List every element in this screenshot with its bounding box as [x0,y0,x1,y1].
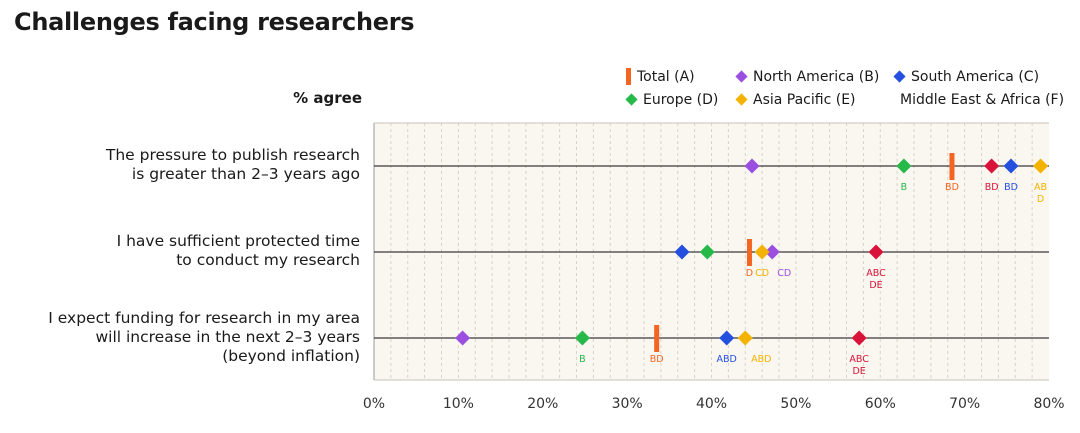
legend-item-mea: Middle East & Africa (F) [890,92,1064,108]
significance-label: BD [650,354,664,365]
x-tick-label: 80% [1033,396,1064,412]
x-tick-label: 40% [696,396,727,412]
significance-label: CD [755,268,769,279]
category-label-line: The pressure to publish research [105,146,360,164]
total-bar-marker [949,153,955,180]
diamond-marker-na [455,330,471,346]
category-label-line: will increase in the next 2–3 years [95,327,360,346]
significance-label: B [901,182,908,193]
significance-label: ABC [849,354,869,365]
category-label-line: I have sufficient protected time [116,232,360,250]
significance-label: BD [945,182,959,193]
diamond-marker-ap [737,330,753,346]
total-bar-marker [654,325,660,352]
chart-title: Challenges facing researchers [14,8,415,36]
diamond-marker-ap [1033,158,1049,174]
legend-label: Europe (D) [643,91,719,108]
category-label-line: is greater than 2–3 years ago [131,165,360,183]
legend-label: Asia Pacific (E) [753,91,856,108]
significance-label: D [1037,194,1044,205]
diamond-marker-eu [699,244,715,260]
legend-item-ap: Asia Pacific (E) [735,91,894,108]
diamond-marker-eu [896,158,912,174]
diamond-marker-na [764,244,780,260]
significance-label: ABD [717,354,737,365]
legend-label: Total (A) [637,68,695,85]
legend-label: South America (C) [911,68,1040,85]
significance-label: ABC [866,268,886,279]
significance-label: BD [1004,182,1018,193]
diamond-marker-mea [851,330,867,346]
significance-label: DE [869,280,882,291]
significance-label: B [579,354,586,365]
legend-label: North America (B) [753,68,880,85]
category-label: The pressure to publish research is great… [20,146,360,184]
category-label-line: I expect funding for research in my area [48,308,360,327]
diamond-marker-ap [754,244,770,260]
legend-item-eu: Europe (D) [625,91,736,108]
significance-label: D [746,268,753,279]
significance-label: BD [985,182,999,193]
x-tick-label: 50% [780,396,811,412]
diamond-marker-eu [574,330,590,346]
legend-row: Total (A) North America (B) South America … [626,65,1054,88]
legend-item-sa: South America (C) [893,68,1054,85]
legend: Total (A) North America (B) South America … [625,65,1064,111]
significance-label: DE [852,366,865,377]
total-bar-marker [746,239,752,266]
diamond-marker-mea [868,244,884,260]
x-tick-label: 30% [612,396,643,412]
diamond-marker-mea [984,158,1000,174]
legend-item-total: Total (A) [626,68,736,85]
diamond-marker-sa [719,330,735,346]
diamond-marker-na [744,158,760,174]
category-label: I expect funding for research in my area… [20,309,360,366]
bar-marker-icon [626,68,631,85]
x-axis-caption: % agree [293,89,362,107]
legend-row: Europe (D) Asia Pacific (E) Middle East & … [625,88,1064,111]
diamond-marker-sa [1003,158,1019,174]
x-tick-label: 70% [949,396,980,412]
significance-label: ABD [751,354,771,365]
category-label-line: to conduct my research [176,251,360,269]
x-tick-label: 20% [527,396,558,412]
significance-label: AB [1034,182,1047,193]
legend-item-na: North America (B) [735,68,894,85]
legend-label: Middle East & Africa (F) [900,91,1065,108]
category-label-line: (beyond inflation) [222,346,360,365]
category-label: I have sufficient protected time to condu… [20,232,360,270]
significance-label: CD [777,268,791,279]
x-tick-label: 10% [443,396,474,412]
x-tick-label: 0% [363,396,385,412]
x-tick-label: 60% [865,396,896,412]
diamond-marker-sa [674,244,690,260]
